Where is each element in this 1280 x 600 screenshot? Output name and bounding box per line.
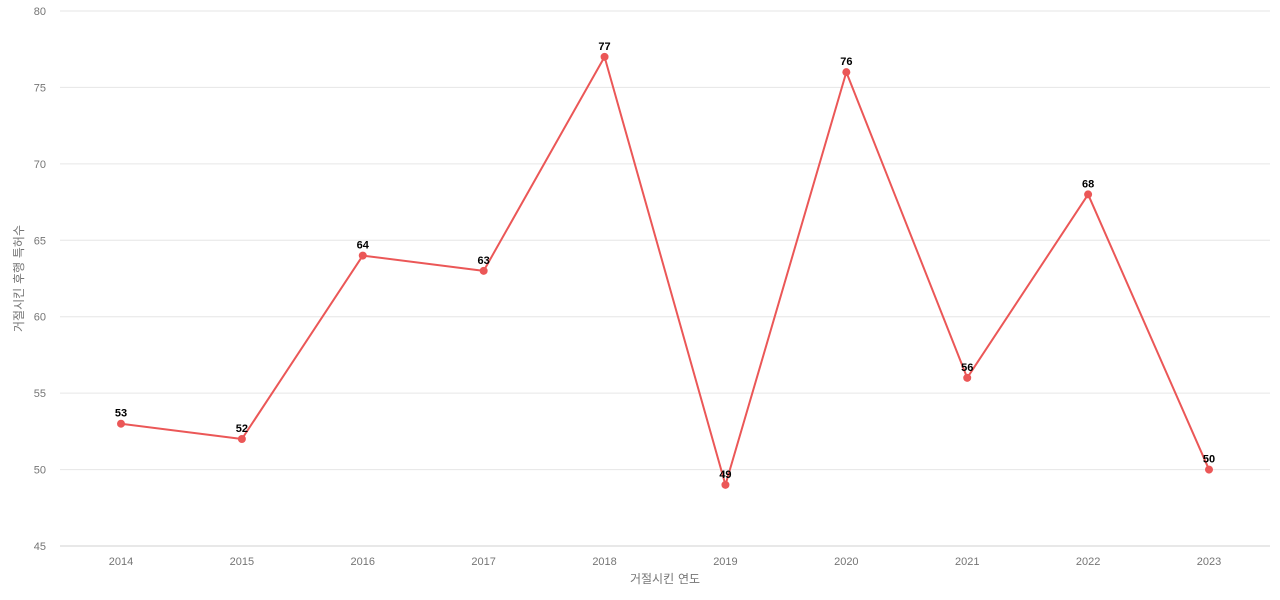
- data-label: 56: [961, 362, 973, 374]
- data-point: [721, 480, 730, 489]
- data-label: 50: [1203, 454, 1215, 466]
- x-axis-ticks: 2014 2015 2016 2017 2018 2019 2020 2021 2022 2023: [109, 556, 1221, 568]
- y-tick-label: 60: [34, 312, 46, 324]
- y-tick-label: 80: [34, 6, 46, 18]
- data-point: [237, 435, 246, 443]
- data-label: 52: [236, 423, 248, 435]
- y-tick-label: 65: [34, 235, 46, 247]
- data-label: 49: [719, 469, 731, 481]
- series-line: [120, 55, 1210, 486]
- data-point: [479, 266, 488, 275]
- data-point: [1205, 465, 1213, 474]
- x-tick-label: 2021: [955, 556, 979, 568]
- data-label: 76: [840, 56, 852, 68]
- data-point: [600, 52, 609, 61]
- data-label: 63: [478, 255, 490, 267]
- x-tick-label: 2015: [230, 556, 254, 568]
- y-tick-label: 55: [34, 388, 46, 400]
- series-layer: [117, 52, 1213, 489]
- x-tick-label: 2019: [713, 556, 737, 568]
- x-tick-label: 2020: [834, 556, 858, 568]
- x-tick-label: 2018: [592, 556, 616, 568]
- y-tick-label: 50: [34, 465, 46, 477]
- grid-lines: [60, 10, 1270, 547]
- data-point: [842, 68, 851, 77]
- x-tick-label: 2017: [471, 556, 495, 568]
- x-tick-label: 2016: [351, 556, 375, 568]
- data-label: 77: [598, 41, 610, 53]
- data-point: [1084, 190, 1093, 199]
- y-axis-title: 거절시킨 후행 특허수: [11, 225, 26, 332]
- y-tick-label: 45: [34, 541, 46, 553]
- data-labels: 53 52 64 63 77 49 76 56 68 50: [115, 41, 1215, 481]
- x-tick-label: 2023: [1197, 556, 1221, 568]
- y-tick-label: 70: [34, 159, 46, 171]
- x-axis-title: 거절시킨 연도: [630, 572, 700, 586]
- data-label: 53: [115, 408, 127, 420]
- y-tick-label: 75: [34, 82, 46, 94]
- x-tick-label: 2022: [1076, 556, 1100, 568]
- data-label: 64: [357, 240, 370, 252]
- y-axis-ticks: 45 50 55 60 65 70 75 80: [34, 6, 46, 553]
- data-point: [963, 373, 972, 382]
- data-point: [117, 419, 125, 428]
- data-label: 68: [1082, 178, 1094, 190]
- data-point: [358, 251, 367, 260]
- x-tick-label: 2014: [109, 556, 133, 568]
